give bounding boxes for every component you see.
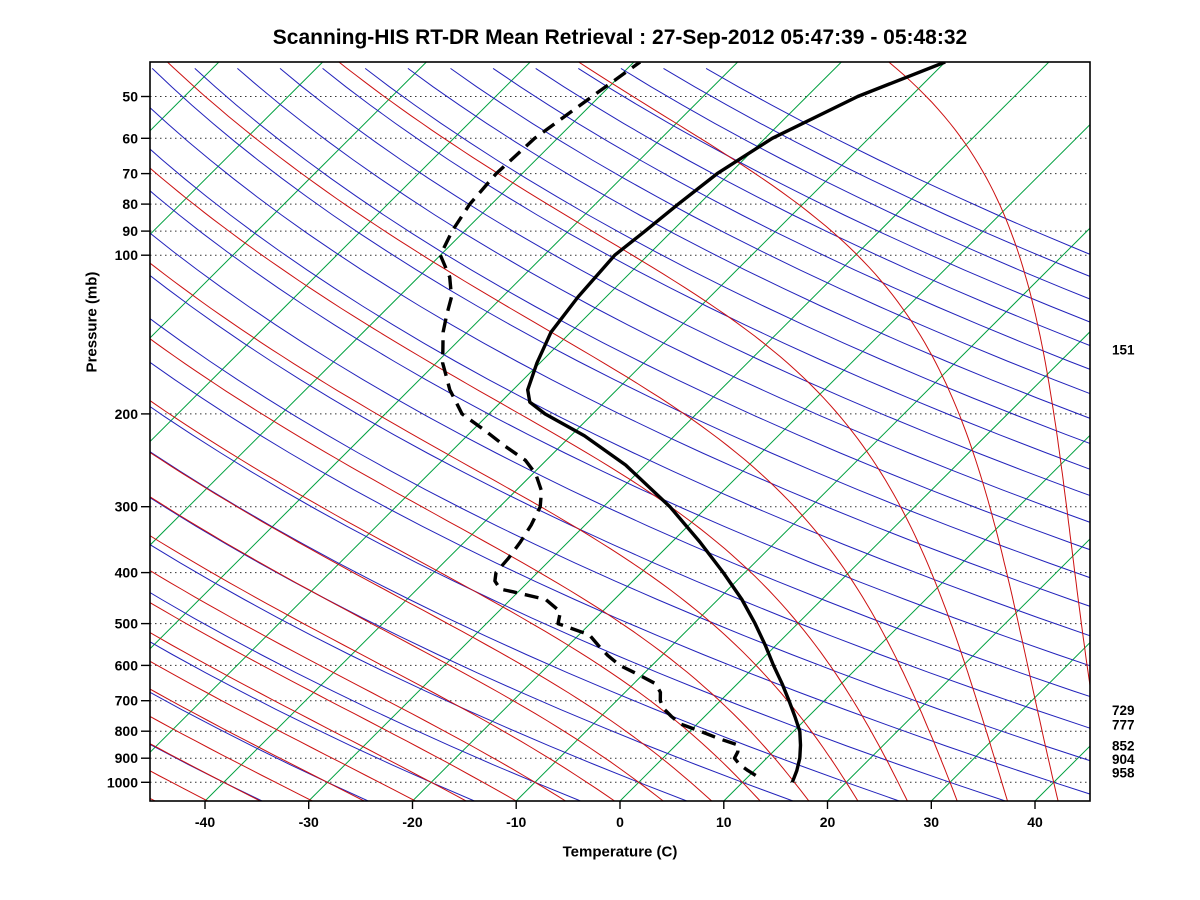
right-edge-pressure-label: 729 (1112, 703, 1135, 718)
pressure-tick-label: 200 (115, 406, 139, 422)
sounding-profiles (438, 62, 946, 783)
right-edge-pressure-label: 852 (1112, 739, 1135, 754)
pressure-tick-label: 300 (115, 499, 139, 515)
temp-tick-label: 10 (716, 814, 732, 830)
pressure-tick-label: 1000 (107, 774, 138, 790)
temperature-curve (526, 62, 946, 783)
temp-tick-label: -10 (506, 814, 526, 830)
temp-tick-label: 30 (924, 814, 940, 830)
right-edge-pressure-label: 151 (1112, 343, 1135, 358)
dewpoint-curve (438, 62, 757, 777)
pressure-tick-label: 50 (122, 89, 138, 105)
temp-tick-label: 40 (1027, 814, 1043, 830)
right-edge-pressure-label: 958 (1112, 766, 1135, 781)
temp-tick-label: -40 (195, 814, 215, 830)
temp-tick-label: -30 (299, 814, 319, 830)
right-edge-pressure-label: 777 (1112, 718, 1135, 733)
isotherm-lines (150, 62, 1090, 801)
pressure-tick-label: 800 (115, 723, 139, 739)
dry-adiabat-lines (150, 67, 1090, 801)
pressure-tick-label: 600 (115, 657, 139, 673)
pressure-tick-label: 90 (122, 223, 138, 239)
plot-border (149, 61, 1091, 802)
right-edge-pressure-label: 904 (1112, 752, 1135, 767)
pressure-tick-label: 70 (122, 166, 138, 182)
pressure-tick-label: 400 (115, 565, 139, 581)
chart-title: Scanning-HIS RT-DR Mean Retrieval : 27-S… (272, 26, 968, 49)
pressure-tick-label: 500 (115, 616, 139, 632)
pressure-tick-label: 700 (115, 693, 139, 709)
temp-tick-label: 20 (820, 814, 836, 830)
moist-adiabat-lines (150, 62, 1090, 801)
pressure-tick-label: 60 (122, 130, 138, 146)
temp-tick-label: 0 (616, 814, 624, 830)
x-axis-label: Temperature (C) (562, 843, 678, 861)
pressure-tick-label: 80 (122, 196, 138, 212)
pressure-tick-label: 100 (115, 247, 139, 263)
temp-tick-label: -20 (402, 814, 422, 830)
axes-and-ticks: 5060708090100200300400500600700800900100… (107, 89, 1043, 831)
pressure-tick-label: 900 (115, 750, 139, 766)
